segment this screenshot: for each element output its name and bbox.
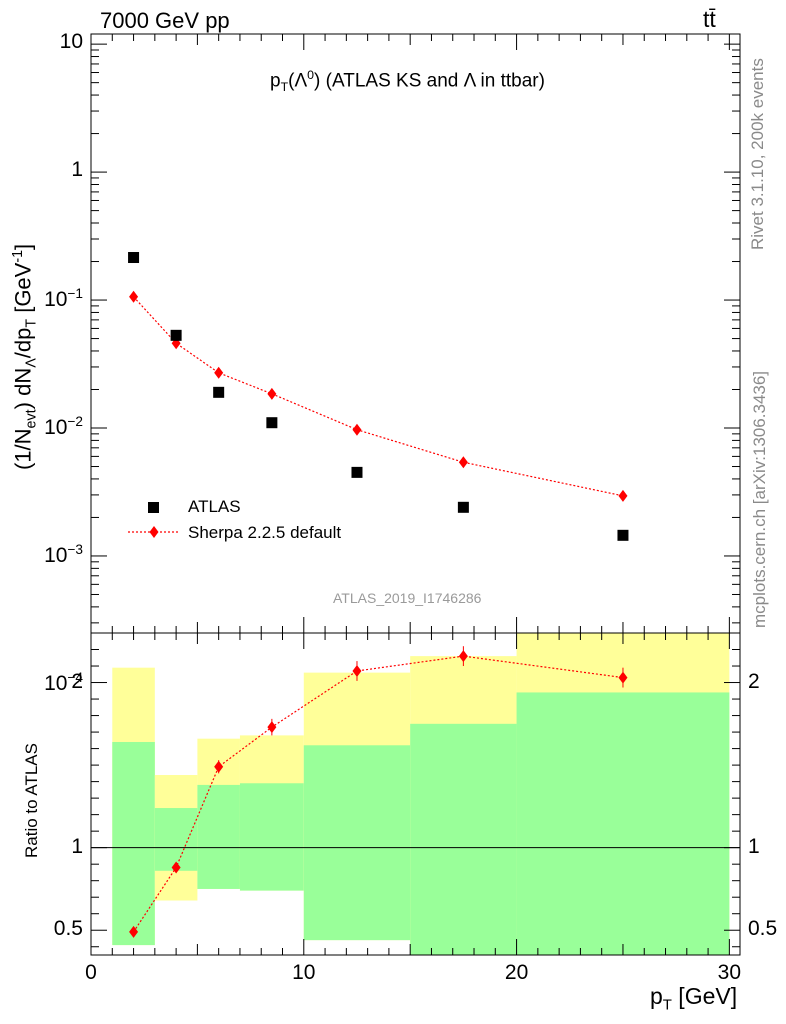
analysis-id-label: ATLAS_2019_I1746286 bbox=[333, 590, 482, 606]
x-tick-label: 20 bbox=[504, 961, 529, 984]
ratio-frame bbox=[90, 632, 741, 956]
stat-uncertainty-band bbox=[410, 723, 517, 955]
ratio-sherpa-point bbox=[129, 925, 139, 938]
stat-uncertainty-band bbox=[154, 808, 198, 871]
legend-label-sherpa: Sherpa 2.2.5 default bbox=[188, 523, 342, 542]
y-tick-label: 10−2 bbox=[44, 414, 83, 439]
ratio-sherpa-point bbox=[352, 664, 362, 677]
sherpa-point bbox=[129, 290, 139, 303]
atlas-point bbox=[457, 501, 469, 513]
atlas-point bbox=[170, 329, 182, 341]
atlas-point bbox=[213, 386, 225, 398]
sherpa-point bbox=[458, 456, 468, 469]
collision-label: 7000 GeV pp bbox=[100, 8, 230, 33]
atlas-point bbox=[617, 529, 629, 541]
x-tick-label: 30 bbox=[717, 961, 742, 984]
axes-frames bbox=[90, 33, 741, 956]
y-tick-label: 10−1 bbox=[44, 286, 83, 312]
legend-marker-atlas bbox=[148, 502, 159, 513]
stat-uncertainty-band bbox=[303, 745, 411, 941]
ratio-sherpa-point bbox=[267, 721, 277, 734]
ratio-sherpa-point bbox=[171, 861, 181, 874]
ratio-y-tick-label-right: 2 bbox=[748, 669, 760, 693]
sherpa-point bbox=[214, 366, 224, 379]
sherpa-point bbox=[267, 387, 277, 400]
mcplots-reference-label: mcplots.cern.ch [arXiv:1306.3436] bbox=[750, 370, 769, 628]
legend-marker-sherpa bbox=[149, 526, 159, 538]
sherpa-point bbox=[618, 489, 628, 502]
ratio-y-tick-label-right: 1 bbox=[748, 834, 760, 858]
ratio-sherpa-point bbox=[618, 671, 628, 684]
y-tick-label: 10−4 bbox=[44, 669, 83, 695]
y-tick-label: 10 bbox=[59, 30, 83, 54]
legend-label-atlas: ATLAS bbox=[188, 497, 241, 516]
ratio-uncertainty-bands bbox=[112, 633, 730, 955]
ratio-panel bbox=[129, 646, 628, 938]
ratio-y-tick-label-left: 1 bbox=[71, 834, 83, 858]
stat-uncertainty-band bbox=[112, 741, 155, 946]
ratio-y-tick-label-left: 0.5 bbox=[53, 917, 83, 941]
process-label: tt̄ bbox=[703, 6, 716, 32]
ratio-sherpa-point bbox=[458, 650, 468, 663]
ratio-y-tick-label-right: 0.5 bbox=[748, 917, 778, 941]
legend bbox=[128, 502, 180, 538]
atlas-point bbox=[266, 417, 278, 429]
stat-uncertainty-band bbox=[239, 783, 304, 891]
y-axis-title: (1/Nevt) dNΛ/dpT [GeV-1] bbox=[10, 243, 40, 470]
stat-uncertainty-band bbox=[516, 692, 730, 955]
atlas-point bbox=[128, 252, 140, 264]
atlas-point bbox=[351, 466, 363, 478]
sherpa-point bbox=[352, 423, 362, 436]
plot-title: pT(Λ0) (ATLAS KS and Λ in ttbar) bbox=[270, 68, 545, 95]
x-tick-label: 0 bbox=[85, 961, 97, 984]
sherpa-line bbox=[133, 296, 624, 497]
y-tick-label: 10−3 bbox=[44, 541, 83, 567]
ratio-sherpa-point bbox=[214, 760, 224, 773]
rivet-version-label: Rivet 3.1.10, 200k events bbox=[748, 58, 767, 250]
stat-uncertainty-band bbox=[197, 784, 240, 889]
main-panel bbox=[128, 252, 629, 541]
ratio-y-tick-label-left: 2 bbox=[71, 669, 83, 693]
x-axis-title: pT [GeV] bbox=[650, 983, 738, 1014]
y-tick-label: 1 bbox=[71, 158, 83, 182]
ratio-y-axis-title: Ratio to ATLAS bbox=[22, 743, 41, 858]
x-tick-label: 10 bbox=[292, 961, 316, 984]
main-frame bbox=[90, 33, 741, 634]
